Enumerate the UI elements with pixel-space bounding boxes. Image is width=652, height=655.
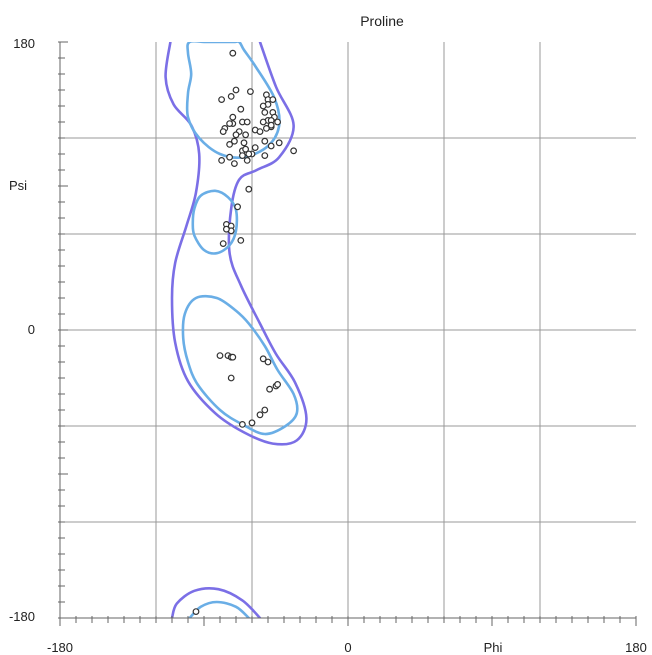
- y-tick-label-top: 180: [13, 36, 35, 51]
- plot-grid: [60, 42, 636, 618]
- data-point: [290, 147, 298, 155]
- data-point: [267, 142, 275, 150]
- data-point: [259, 118, 267, 126]
- x-tick-label-right: 180: [625, 640, 647, 655]
- data-point: [275, 139, 283, 147]
- data-point: [242, 131, 250, 139]
- data-point: [229, 49, 237, 57]
- x-axis-label: Phi: [484, 640, 503, 655]
- inner-contour-line: [181, 294, 299, 436]
- data-point: [263, 124, 270, 132]
- data-point: [232, 86, 240, 94]
- data-point: [192, 608, 200, 615]
- data-point: [226, 120, 234, 127]
- contour-lines: [164, 42, 308, 618]
- data-point: [234, 203, 242, 211]
- data-points: [192, 49, 298, 615]
- data-point: [261, 406, 269, 414]
- data-point: [264, 358, 272, 366]
- data-point: [245, 185, 253, 193]
- x-tick-label-middle: 0: [344, 640, 351, 655]
- data-point: [219, 128, 227, 136]
- inner-contour-line: [185, 42, 281, 159]
- axes: [58, 41, 637, 626]
- data-point: [242, 145, 250, 153]
- data-point: [232, 131, 240, 139]
- data-point: [226, 153, 234, 161]
- x-tick-label-left: -180: [47, 640, 73, 655]
- y-tick-label-bottom: -180: [9, 609, 35, 624]
- data-point: [218, 96, 226, 103]
- data-point: [240, 139, 248, 147]
- data-point: [237, 105, 245, 113]
- data-point: [229, 353, 237, 361]
- data-point: [246, 88, 254, 95]
- data-point: [227, 92, 235, 100]
- data-point: [269, 96, 277, 103]
- data-point: [226, 140, 234, 148]
- data-point: [238, 152, 246, 160]
- data-point: [229, 113, 237, 121]
- data-point: [261, 108, 269, 116]
- data-point: [218, 156, 226, 164]
- data-point: [266, 385, 274, 393]
- data-point: [248, 419, 256, 427]
- data-point: [230, 160, 238, 168]
- y-axis-label: Psi: [9, 178, 27, 193]
- data-point: [243, 118, 251, 126]
- data-point: [219, 240, 227, 248]
- data-point: [267, 121, 275, 129]
- data-point: [259, 355, 267, 363]
- inner-contour-line: [191, 189, 239, 255]
- data-point: [256, 411, 264, 419]
- data-point: [237, 236, 245, 244]
- data-point: [243, 156, 251, 164]
- data-point: [261, 137, 269, 145]
- data-point: [222, 225, 230, 233]
- data-point: [230, 137, 238, 145]
- data-point: [274, 118, 282, 126]
- y-tick-label-middle: 0: [28, 322, 35, 337]
- data-point: [245, 150, 253, 158]
- data-point: [261, 152, 269, 160]
- data-point: [259, 102, 267, 110]
- data-point: [251, 144, 259, 152]
- data-point: [227, 374, 235, 382]
- data-point: [216, 352, 224, 360]
- data-point: [238, 421, 246, 428]
- data-point: [256, 128, 264, 136]
- data-point: [274, 381, 282, 388]
- outer-contour-line: [164, 42, 308, 446]
- outer-contour-line: [170, 587, 262, 618]
- chart-title: Proline: [360, 13, 404, 29]
